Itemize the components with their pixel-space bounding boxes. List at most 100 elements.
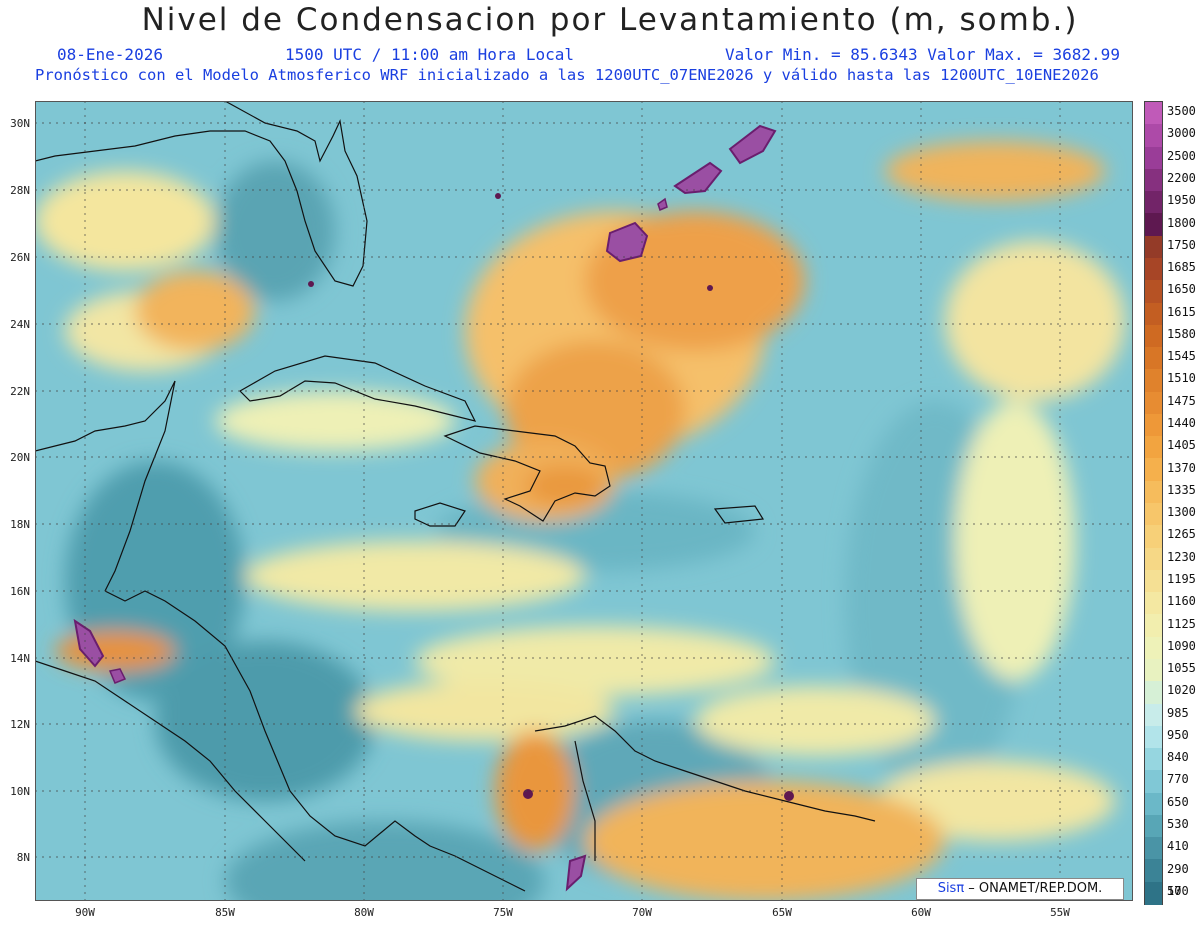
- lon-label-55w: 55W: [1050, 906, 1070, 919]
- lat-label-26n: 26N: [10, 251, 30, 264]
- colorbar-swatch: [1145, 859, 1162, 883]
- colorbar-level-label: 1230: [1167, 549, 1196, 564]
- colorbar-level-label: 950: [1167, 727, 1189, 742]
- lon-label-90w: 90W: [75, 906, 95, 919]
- colorbar-swatch: [1145, 146, 1162, 170]
- colorbar-swatch: [1145, 503, 1162, 526]
- lat-label-18n: 18N: [10, 518, 30, 531]
- lon-label-75w: 75W: [493, 906, 513, 919]
- lat-label-8n: 8N: [16, 851, 30, 864]
- colorbar-level-label: 410: [1167, 839, 1189, 854]
- colorbar-level-label: 530: [1167, 817, 1189, 832]
- colorbar-swatch: [1145, 569, 1162, 593]
- colorbar-level-label: 290: [1167, 861, 1189, 876]
- colorbar-swatch: [1145, 413, 1162, 437]
- colorbar-level-label: 1335: [1167, 482, 1196, 497]
- high-lcl-cells: [73, 124, 794, 892]
- colorbar-swatch: [1145, 703, 1162, 727]
- colorbar-swatch: [1145, 658, 1162, 682]
- colorbar-level-label: 2500: [1167, 148, 1196, 163]
- lat-label-14n: 14N: [10, 652, 30, 665]
- colorbar-level-label: 1650: [1167, 282, 1196, 297]
- colorbar-swatch: [1145, 636, 1162, 660]
- minmax-label: Valor Min. = 85.6343 Valor Max. = 3682.9…: [725, 45, 1120, 64]
- map-title: Nivel de Condensacion por Levantamiento …: [141, 2, 1079, 38]
- colorbar-swatch: [1145, 213, 1162, 237]
- colorbar-swatch: [1145, 102, 1162, 125]
- colorbar-level-label: 2200: [1167, 170, 1196, 185]
- lon-label-80w: 80W: [354, 906, 374, 919]
- colorbar-swatch: [1145, 235, 1162, 259]
- lat-label-22n: 22N: [10, 385, 30, 398]
- colorbar-level-label: 1510: [1167, 371, 1196, 386]
- colorbar-level-label: 50: [1167, 883, 1182, 898]
- colorbar-swatch: [1145, 547, 1162, 571]
- colorbar-swatch: [1145, 770, 1162, 794]
- colorbar-level-label: 1370: [1167, 460, 1196, 475]
- colorbar-swatch: [1145, 347, 1162, 370]
- colorbar-level-label: 1580: [1167, 326, 1196, 341]
- colorbar-level-label: 1800: [1167, 215, 1196, 230]
- colorbar-level-label: 1405: [1167, 438, 1196, 453]
- colorbar-swatch: [1145, 480, 1162, 504]
- colorbar-swatch: [1145, 881, 1162, 905]
- colorbar-level-label: 1545: [1167, 349, 1196, 364]
- colorbar-swatch: [1145, 436, 1162, 460]
- lat-label-24n: 24N: [10, 318, 30, 331]
- lat-label-10n: 10N: [10, 785, 30, 798]
- lcl-map: [35, 101, 1133, 901]
- colorbar-level-label: 1125: [1167, 616, 1196, 631]
- colorbar-level-label: 1685: [1167, 260, 1196, 275]
- colorbar-swatch: [1145, 837, 1162, 861]
- colorbar-level-label: 1750: [1167, 237, 1196, 252]
- colorbar-swatch: [1145, 168, 1162, 192]
- lat-label-20n: 20N: [10, 451, 30, 464]
- colorbar-level-label: 1950: [1167, 193, 1196, 208]
- colorbar-level-label: 1475: [1167, 393, 1196, 408]
- lat-label-30n: 30N: [10, 117, 30, 130]
- date-label: 08-Ene-2026: [57, 45, 163, 64]
- colorbar-level-label: 1020: [1167, 683, 1196, 698]
- colorbar-swatch: [1145, 369, 1162, 393]
- colorbar-swatch: [1145, 302, 1162, 326]
- gridlines: [35, 101, 1133, 901]
- sis-logo-text: Sisπ: [937, 881, 965, 896]
- lat-label-12n: 12N: [10, 718, 30, 731]
- colorbar-level-label: 1265: [1167, 527, 1196, 542]
- forecast-label: Pronóstico con el Modelo Atmosferico WRF…: [35, 66, 1099, 84]
- colorbar-swatch: [1145, 614, 1162, 638]
- time-label: 1500 UTC / 11:00 am Hora Local: [285, 45, 574, 64]
- colorbar-level-label: 1440: [1167, 416, 1196, 431]
- colorbar-swatch: [1145, 458, 1162, 482]
- colorbar-level-label: 3500: [1167, 104, 1196, 119]
- colorbar-swatch: [1145, 792, 1162, 816]
- colorbar-swatch: [1145, 814, 1162, 838]
- colorbar-level-label: 650: [1167, 794, 1189, 809]
- colorbar-swatch: [1145, 725, 1162, 749]
- colorbar-level-label: 1090: [1167, 638, 1196, 653]
- lon-label-70w: 70W: [632, 906, 652, 919]
- colorbar-swatch: [1145, 391, 1162, 415]
- colorbar-level-label: 170: [1167, 883, 1189, 898]
- coastlines: [35, 101, 876, 892]
- lon-label-65w: 65W: [772, 906, 792, 919]
- colorbar-swatch: [1145, 257, 1162, 281]
- colorbar-swatch: [1145, 280, 1162, 304]
- lat-label-28n: 28N: [10, 184, 30, 197]
- colorbar-swatch: [1145, 525, 1162, 549]
- colorbar-swatch: [1145, 124, 1162, 148]
- lat-label-16n: 16N: [10, 585, 30, 598]
- lon-label-60w: 60W: [911, 906, 931, 919]
- colorbar-swatch: [1145, 191, 1162, 214]
- colorbar: [1144, 101, 1163, 905]
- colorbar-swatch: [1145, 324, 1162, 348]
- colorbar-swatch: [1145, 592, 1162, 615]
- colorbar-level-label: 770: [1167, 772, 1189, 787]
- colorbar-level-label: 985: [1167, 705, 1189, 720]
- colorbar-level-label: 1055: [1167, 661, 1196, 676]
- map-frame: [35, 101, 1133, 901]
- colorbar-level-label: 1195: [1167, 571, 1196, 586]
- credit-text: – ONAMET/REP.DOM.: [964, 881, 1103, 896]
- colorbar-swatch: [1145, 681, 1162, 705]
- credit-box: Sisπ – ONAMET/REP.DOM.: [916, 878, 1124, 900]
